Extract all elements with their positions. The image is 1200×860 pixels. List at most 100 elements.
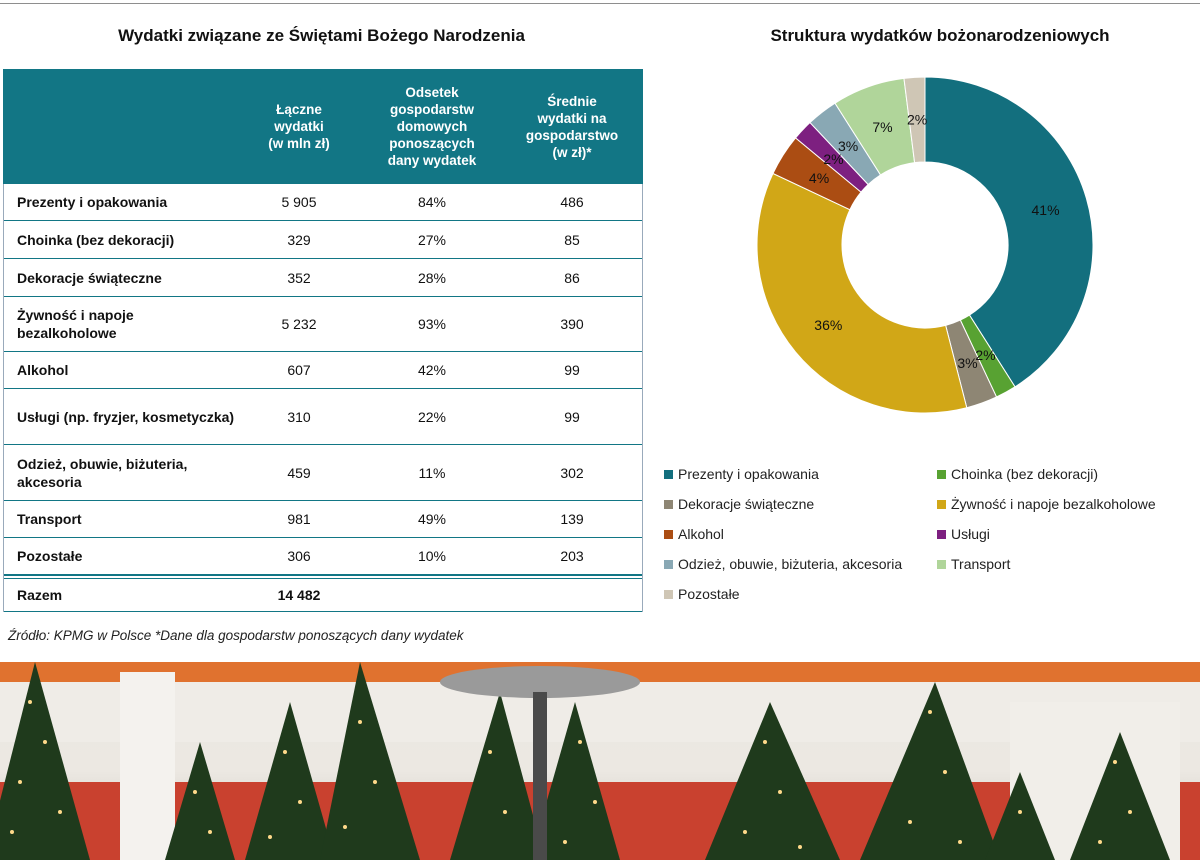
donut-slice: [924, 76, 1094, 388]
slice-label: 2%: [907, 112, 927, 128]
row-total: 459: [287, 464, 311, 481]
row-total: 329: [287, 231, 311, 248]
row-average: 203: [560, 548, 584, 564]
legend-item: Choinka (bez dekoracji): [937, 466, 1098, 482]
table-row: Choinka (bez dekoracji) 329 27% 85: [3, 221, 643, 259]
row-share: 27%: [417, 231, 447, 248]
legend-item: Transport: [937, 556, 1010, 572]
row-total: 306: [287, 548, 311, 564]
row-total: 5 905: [281, 194, 317, 210]
christmas-trees-photo: [0, 662, 1200, 860]
table-title: Wydatki związane ze Świętami Bożego Naro…: [118, 26, 525, 45]
row-category: Prezenty i opakowania: [17, 194, 168, 210]
row-share: 84%: [417, 194, 447, 210]
header-average: Średnie wydatki na gospodarstwo (w zł)*: [505, 69, 639, 184]
header-text-1: Łączne wydatki (w mln zł): [268, 102, 330, 151]
expenses-table: Łączne wydatki (w mln zł) Odsetek gospodars…: [3, 69, 643, 612]
table-row: Prezenty i opakowania 5 905 84% 486: [3, 184, 643, 221]
row-average: 139: [560, 511, 584, 527]
row-category: Transport: [17, 511, 82, 527]
top-rule: [0, 3, 1200, 4]
legend-label: Usługi: [951, 526, 990, 542]
table-row: Pozostałe 306 10% 203: [3, 538, 643, 575]
row-share: 93%: [417, 316, 447, 332]
row-total: 607: [287, 362, 311, 378]
legend-swatch: [664, 589, 673, 599]
row-share: 11%: [418, 464, 446, 481]
row-share: 42%: [417, 362, 447, 378]
legend-swatch: [937, 499, 946, 509]
donut-slice: [903, 76, 926, 164]
legend-label: Transport: [951, 556, 1011, 572]
slice-label: 4%: [809, 170, 829, 186]
legend-item: Dekoracje świąteczne: [664, 496, 814, 512]
legend-item: Pozostałe: [664, 586, 739, 602]
total-value: 14 482: [277, 587, 321, 603]
slice-label: 41%: [1032, 202, 1060, 218]
table-row: Odzież, obuwie, biżuteria, akcesoria 459 1…: [3, 445, 643, 501]
row-share: 22%: [417, 408, 447, 425]
legend-swatch: [664, 559, 673, 569]
legend-label: Choinka (bez dekoracji): [951, 466, 1099, 482]
header-text-3: Średnie wydatki na gospodarstwo (w zł)*: [525, 93, 619, 160]
table-header: Łączne wydatki (w mln zł) Odsetek gospodars…: [3, 69, 643, 184]
christmas-trees-illustration: [0, 662, 1200, 860]
row-average: 390: [560, 316, 584, 332]
table-left-border: [3, 184, 4, 612]
row-category: Choinka (bez dekoracji): [17, 231, 175, 248]
row-share: 28%: [417, 269, 447, 286]
table-right-border: [642, 184, 643, 612]
table-body: Prezenty i opakowania 5 905 84% 486 Choinka …: [3, 184, 643, 575]
legend-label: Żywność i napoje bezalkoholowe: [951, 496, 1156, 512]
row-average: 99: [564, 408, 580, 425]
legend-swatch: [937, 559, 946, 569]
slice-label: 36%: [814, 317, 842, 333]
row-average: 85: [564, 231, 580, 248]
header-share: Odsetek gospodarstw domowych ponoszących dan…: [359, 69, 505, 184]
legend-swatch: [664, 529, 673, 539]
row-category: Alkohol: [17, 362, 69, 378]
legend-label: Prezenty i opakowania: [678, 466, 819, 482]
legend-label: Alkohol: [678, 526, 724, 542]
row-total: 352: [287, 269, 311, 286]
slice-label: 7%: [872, 119, 892, 135]
row-share: 49%: [417, 511, 447, 527]
row-category: Usługi (np. fryzjer, kosmetyczka): [17, 408, 235, 425]
header-text-2: Odsetek gospodarstw domowych ponoszących dan…: [387, 85, 477, 168]
total-separator: [3, 575, 643, 579]
legend-swatch: [664, 499, 673, 509]
row-category: Odzież, obuwie, biżuteria, akcesoria: [17, 455, 188, 490]
legend-item: Usługi: [937, 526, 990, 542]
row-average: 302: [560, 464, 584, 481]
slice-label: 3%: [957, 355, 977, 371]
row-average: 486: [560, 194, 584, 210]
row-total: 310: [287, 408, 311, 425]
legend-item: Alkohol: [664, 526, 724, 542]
legend-swatch: [937, 529, 946, 539]
table-row: Transport 981 49% 139: [3, 501, 643, 538]
legend-item: Żywność i napoje bezalkoholowe: [937, 496, 1156, 512]
legend-item: Odzież, obuwie, biżuteria, akcesoria: [664, 556, 902, 572]
legend-label: Pozostałe: [678, 586, 740, 602]
row-average: 86: [564, 269, 580, 286]
chart-title: Struktura wydatków bożonarodzeniowych: [770, 26, 1110, 45]
table-row: Żywność i napoje bezalkoholowe 5 232 93% 39…: [3, 297, 643, 352]
slice-label: 3%: [838, 138, 858, 154]
row-category: Dekoracje świąteczne: [17, 269, 162, 286]
donut-chart: 41%2%3%36%4%2%3%7% 2%: [756, 76, 1094, 414]
slice-label: 2%: [975, 347, 995, 363]
legend-label: Dekoracje świąteczne: [678, 496, 815, 512]
row-category: Żywność i napoje bezalkoholowe: [17, 307, 134, 341]
table-row: Usługi (np. fryzjer, kosmetyczka) 310 22% 9…: [3, 389, 643, 445]
legend-swatch: [664, 469, 673, 479]
donut-slice: [756, 172, 968, 414]
slice-label: 2%: [823, 151, 843, 167]
legend-swatch: [937, 469, 946, 479]
row-total: 5 232: [281, 316, 317, 332]
legend-label: Odzież, obuwie, biżuteria, akcesoria: [678, 556, 903, 572]
table-row: Alkohol 607 42% 99: [3, 352, 643, 389]
row-category: Pozostałe: [17, 548, 83, 564]
table-row-total: Razem 14 482: [3, 579, 643, 612]
legend-item: Prezenty i opakowania: [664, 466, 819, 482]
row-total: 981: [287, 511, 311, 527]
